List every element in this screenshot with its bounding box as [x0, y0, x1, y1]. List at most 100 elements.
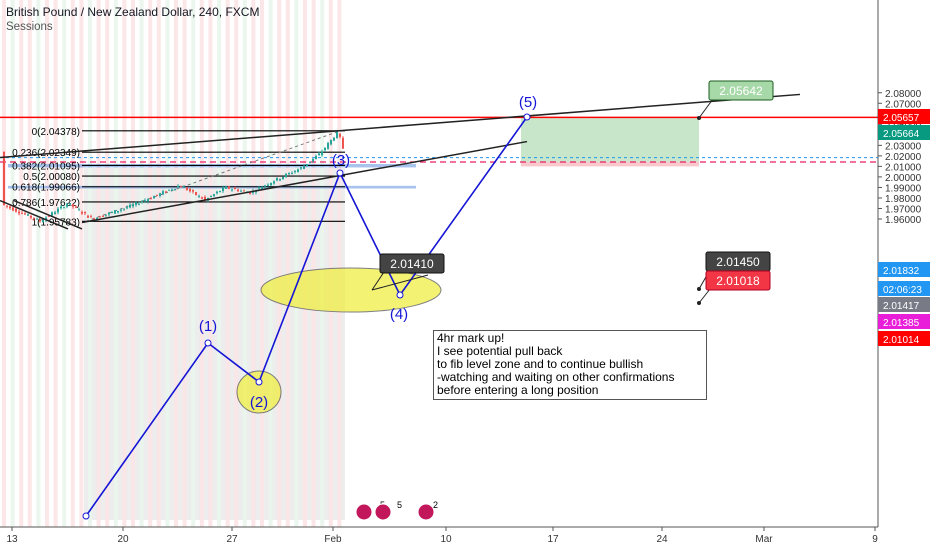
price-tick-label: 2.03000 — [885, 141, 922, 152]
candle-body — [78, 209, 80, 211]
price-label-bg — [878, 314, 930, 329]
candle-body — [12, 207, 14, 211]
price-tick-label: 1.96000 — [885, 215, 922, 226]
session-stripe — [122, 0, 127, 527]
candle-body — [36, 218, 38, 220]
candle-body — [87, 215, 89, 218]
wave-label-5: (5) — [519, 94, 537, 111]
candle-body — [177, 186, 179, 188]
candle-body — [150, 198, 152, 200]
candle-body — [276, 177, 278, 181]
candle-body — [228, 186, 230, 189]
candles — [3, 130, 344, 223]
callout-pointer — [698, 288, 711, 304]
candle-body — [105, 214, 107, 216]
candle-body — [144, 200, 146, 202]
candle-body — [318, 153, 320, 156]
candle-body — [21, 213, 23, 215]
time-axis: 13 20 27 Feb 10 17 24 Mar 9 — [0, 526, 878, 550]
session-stripes — [2, 0, 345, 527]
time-tick-label: Mar — [755, 534, 773, 545]
candle-body — [201, 197, 203, 199]
uk-event-icon[interactable] — [417, 503, 435, 521]
candle-body — [315, 156, 317, 160]
price-label[interactable]: 2.05664 — [878, 125, 930, 140]
price-axis: 2.080002.070002.060002.050002.040002.030… — [877, 0, 932, 550]
candle-body — [216, 191, 218, 194]
session-stripe — [165, 0, 170, 527]
event-icons: 552 — [355, 500, 438, 521]
candle-body — [249, 191, 251, 194]
price-tick-label: 2.00000 — [885, 173, 922, 184]
uk-event-icon[interactable] — [355, 503, 373, 521]
anchor-dot — [697, 287, 701, 291]
price-label[interactable]: 2.01385 — [878, 314, 930, 329]
candle-body — [147, 199, 149, 202]
left-trend-line-a — [0, 199, 69, 230]
session-stripe — [2, 0, 6, 527]
price-label[interactable]: 2.05657 — [878, 109, 930, 124]
price-label[interactable]: 2.01014 — [878, 331, 930, 346]
candle-body — [15, 208, 17, 212]
candle-body — [114, 210, 116, 214]
fib-range-shade — [84, 168, 345, 520]
price-label-bg — [878, 281, 930, 296]
elliott-waves: (1) (2) (3) (4) (5) — [82, 94, 537, 520]
candle-body — [162, 191, 164, 195]
analysis-note[interactable]: 4hr mark up! I see potential pull back t… — [433, 330, 707, 400]
candle-body — [192, 189, 194, 192]
candle-body — [117, 210, 119, 213]
price-label-text: 2.01385 — [883, 318, 920, 329]
candle-body — [234, 187, 236, 190]
symbol-title[interactable]: British Pound / New Zealand Dollar, 240,… — [6, 5, 260, 19]
study-sessions-label[interactable]: Sessions — [6, 21, 53, 33]
anchor-dot — [697, 116, 701, 120]
candle-body — [198, 195, 200, 197]
price-callout[interactable]: 2.01450 — [698, 251, 771, 290]
candle-body — [282, 176, 284, 179]
pullback-ellipse — [260, 267, 442, 313]
zones — [0, 116, 878, 189]
price-label[interactable]: 2.01832 — [878, 262, 930, 277]
candle-body — [258, 187, 260, 189]
session-stripe — [311, 0, 316, 527]
candle-body — [240, 190, 242, 192]
price-label[interactable]: 2.01417 — [878, 297, 930, 312]
price-callout[interactable]: 2.05642 — [698, 80, 774, 119]
session-stripe — [174, 0, 178, 527]
wave-label-4: (4) — [390, 306, 408, 323]
time-tick-label: Feb — [324, 534, 342, 545]
candle-body — [153, 196, 155, 199]
session-stripe — [79, 0, 84, 527]
price-callout[interactable]: 2.01410 — [371, 253, 445, 291]
price-tick-label: 2.07000 — [885, 99, 922, 110]
candle-body — [135, 202, 137, 205]
price-label-text: 02:06:23 — [883, 285, 922, 296]
callout-value: 2.01410 — [390, 257, 434, 271]
wave-point — [82, 512, 90, 520]
price-callout[interactable]: 2.01018 — [698, 270, 771, 304]
price-label[interactable]: 02:06:23 — [878, 281, 930, 296]
session-stripe — [148, 0, 153, 527]
candle-body — [18, 211, 20, 214]
fib-level-label: 0.618(1.99066) — [12, 183, 80, 194]
candle-body — [225, 186, 227, 189]
price-label-bg — [878, 262, 930, 277]
uk-event-icon[interactable] — [374, 503, 392, 521]
candle-body — [243, 190, 245, 192]
session-stripe — [234, 0, 239, 527]
candle-body — [126, 207, 128, 209]
candle-body — [27, 214, 29, 216]
candle-body — [33, 217, 35, 219]
candle-body — [300, 167, 302, 169]
session-stripe — [337, 0, 342, 527]
candle-body — [96, 217, 98, 220]
anchor-dot — [697, 301, 701, 305]
session-stripe — [96, 0, 101, 527]
candle-body — [273, 181, 275, 184]
candle-body — [309, 161, 311, 163]
candle-body — [327, 143, 329, 149]
session-stripe — [36, 0, 41, 527]
